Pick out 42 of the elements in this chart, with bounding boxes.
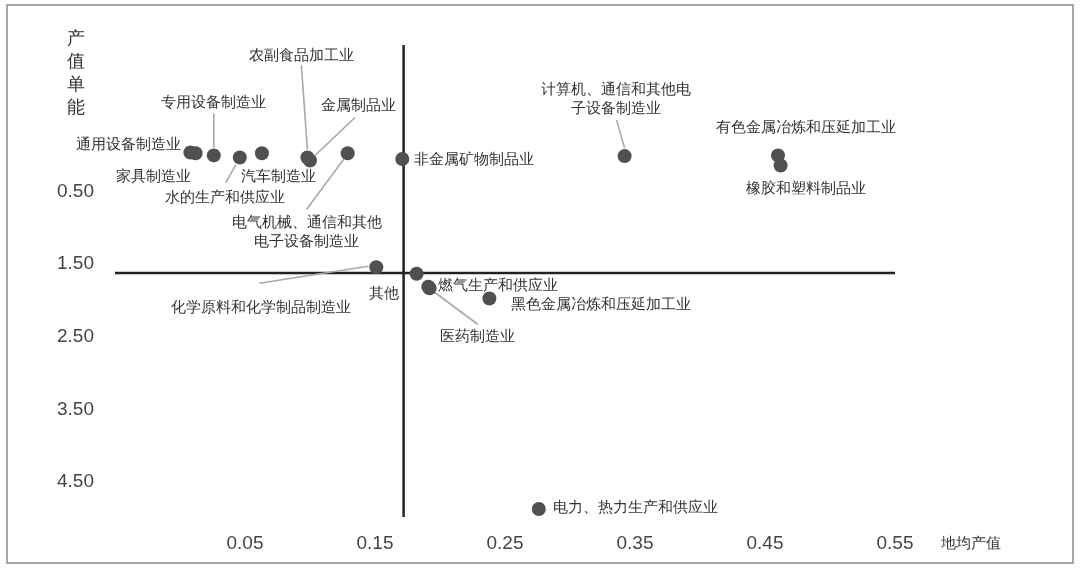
x-tick-label: 0.25: [486, 531, 524, 553]
annotation: 非金属矿物制品业: [414, 150, 535, 168]
x-tick-label: 0.55: [876, 531, 914, 553]
point: [340, 146, 355, 161]
y-tick-label: 2.50: [57, 324, 94, 346]
point: [369, 260, 384, 275]
annotation: 电气机械、通信和其他电子设备制造业: [231, 213, 382, 250]
annotation: 医药制造业: [440, 327, 516, 345]
annotation: 通用设备制造业: [76, 135, 182, 153]
y-tick-label: 0.50: [57, 179, 94, 201]
annotation: 黑色金属冶炼和压延加工业: [511, 295, 692, 313]
point: [773, 158, 788, 173]
point: [482, 291, 497, 306]
y-tick-label: 3.50: [57, 397, 94, 419]
point: [254, 146, 269, 161]
point: [395, 152, 410, 167]
annotation: 电力、热力生产和供应业: [552, 498, 718, 516]
y-tick-label: 4.50: [57, 470, 94, 492]
x-tick-label: 0.15: [356, 531, 394, 553]
annotation: 水的生产和供应业: [164, 187, 285, 205]
x-axis-title: 地均产值: [940, 533, 1001, 551]
annotation: 其他: [368, 283, 399, 301]
point: [232, 150, 247, 165]
annotation: 燃气生产和供应业: [438, 275, 559, 293]
point: [617, 149, 632, 164]
annotation: 农副食品加工业: [248, 45, 354, 63]
y-axis-title: 产值单能: [67, 28, 85, 117]
point: [206, 148, 221, 163]
x-tick-label: 0.45: [746, 531, 784, 553]
annotation: 有色金属冶炼和压延加工业: [716, 118, 896, 136]
point: [531, 502, 546, 517]
x-tick-label: 0.35: [616, 531, 654, 553]
point: [409, 266, 424, 281]
annotation: 专用设备制造业: [161, 93, 267, 111]
annotation: 家具制造业: [115, 167, 191, 185]
annotation: 金属制品业: [320, 96, 396, 114]
annotation: 橡胶和塑料制品业: [745, 178, 866, 196]
x-tick-label: 0.05: [226, 531, 264, 553]
y-tick-label: 1.50: [57, 252, 94, 274]
annotation: 汽车制造业: [241, 167, 317, 185]
annotation: 计算机、通信和其他电子设备制造业: [540, 80, 691, 117]
annotation: 化学原料和化学制品制造业: [171, 298, 352, 316]
